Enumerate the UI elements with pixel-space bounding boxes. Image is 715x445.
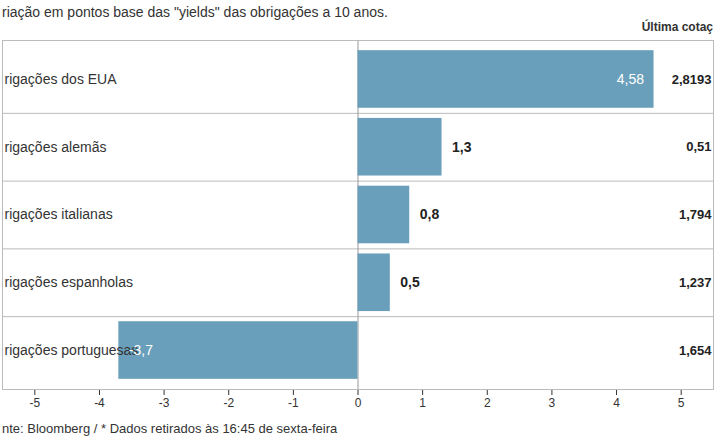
svg-text:3: 3 bbox=[549, 396, 556, 410]
svg-text:0,51: 0,51 bbox=[686, 139, 711, 154]
svg-text:rigações portuguesas: rigações portuguesas bbox=[5, 342, 139, 358]
svg-text:5: 5 bbox=[678, 396, 685, 410]
svg-text:1,237: 1,237 bbox=[679, 275, 712, 290]
svg-text:-4: -4 bbox=[94, 396, 105, 410]
svg-text:-2: -2 bbox=[223, 396, 234, 410]
svg-text:1,654: 1,654 bbox=[679, 343, 712, 358]
svg-text:-3,7: -3,7 bbox=[129, 342, 153, 358]
svg-text:rigações dos EUA: rigações dos EUA bbox=[5, 71, 118, 87]
svg-text:rigações alemãs: rigações alemãs bbox=[5, 139, 107, 155]
svg-text:1,794: 1,794 bbox=[679, 207, 712, 222]
svg-text:-1: -1 bbox=[288, 396, 299, 410]
svg-text:4,58: 4,58 bbox=[617, 71, 644, 87]
svg-text:2,8193: 2,8193 bbox=[672, 72, 712, 87]
svg-text:0: 0 bbox=[355, 396, 362, 410]
svg-text:0,8: 0,8 bbox=[420, 206, 440, 222]
svg-text:2: 2 bbox=[484, 396, 491, 410]
svg-text:1,3: 1,3 bbox=[452, 139, 472, 155]
svg-text:-5: -5 bbox=[29, 396, 40, 410]
html-text:Última cotaç: Última cotaç bbox=[641, 20, 713, 34]
html-text:riação em pontos base das "yie: riação em pontos base das "yields" das o… bbox=[2, 4, 388, 20]
svg-text:1: 1 bbox=[419, 396, 426, 410]
svg-text:-3: -3 bbox=[159, 396, 170, 410]
svg-text:rigações espanholas: rigações espanholas bbox=[5, 274, 133, 290]
svg-text:0,5: 0,5 bbox=[400, 274, 420, 290]
svg-text:4: 4 bbox=[613, 396, 620, 410]
svg-text:rigações italianas: rigações italianas bbox=[5, 206, 113, 222]
html-text:nte: Bloomberg / * Dados retir: nte: Bloomberg / * Dados retirados às 16… bbox=[2, 421, 338, 436]
